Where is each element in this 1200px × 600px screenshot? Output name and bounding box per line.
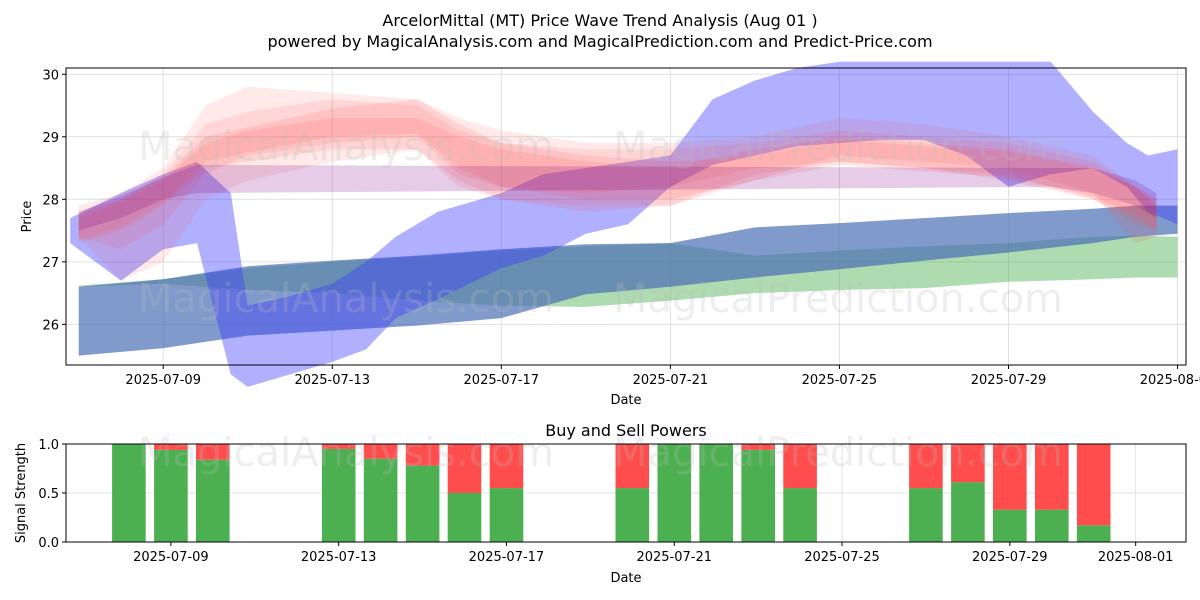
sell-power-bar bbox=[741, 444, 775, 450]
buy-power-bar bbox=[909, 488, 943, 542]
watermark-text: MagicalPrediction.com bbox=[613, 430, 1063, 476]
bottom-x-tick-label: 2025-07-09 bbox=[133, 550, 209, 565]
chart-title: ArcelorMittal (MT) Price Wave Trend Anal… bbox=[382, 11, 817, 30]
bottom-x-tick-label: 2025-07-17 bbox=[469, 550, 545, 565]
buy-power-bar bbox=[993, 509, 1027, 542]
sell-power-bar bbox=[615, 444, 650, 489]
buy-power-bar bbox=[196, 459, 230, 542]
sell-power-bar bbox=[405, 444, 440, 466]
bottom-y-tick-label: 0.0 bbox=[38, 536, 59, 551]
sell-power-bar bbox=[993, 444, 1027, 510]
top-ticks: 2025-07-09 2025-07-13 2025-07-17 2025-07-21… bbox=[42, 68, 1200, 388]
buy-power-bar bbox=[783, 488, 817, 542]
price-wave-panel: MagicalAnalysis.com MagicalPrediction.com… bbox=[20, 61, 1200, 408]
band-red-wave-2 bbox=[78, 99, 1157, 250]
buy-power-bar bbox=[741, 449, 775, 542]
top-x-tick-label: 2025-07-09 bbox=[125, 373, 201, 388]
chart-subtitle: powered by MagicalAnalysis.com and Magic… bbox=[267, 32, 932, 51]
band-purple-wave bbox=[78, 164, 1157, 231]
top-x-tick-label: 2025-07-13 bbox=[294, 373, 370, 388]
bottom-x-tick-label: 2025-07-13 bbox=[301, 550, 377, 565]
buy-power-bar bbox=[489, 488, 524, 542]
top-y-tick-label: 30 bbox=[42, 68, 59, 83]
watermark-text: MagicalPrediction.com bbox=[613, 276, 1063, 322]
buy-power-bar bbox=[1076, 525, 1111, 542]
band-red-wave-1 bbox=[78, 86, 1157, 281]
sell-power-bar bbox=[154, 444, 188, 450]
buy-power-bar bbox=[363, 458, 398, 542]
buy-power-bar bbox=[951, 482, 985, 542]
price-bands bbox=[70, 61, 1178, 387]
top-x-tick-label: 2025-07-17 bbox=[464, 373, 540, 388]
top-y-tick-label: 27 bbox=[42, 256, 59, 271]
sell-power-bar bbox=[447, 444, 482, 493]
top-y-tick-label: 29 bbox=[42, 131, 59, 146]
band-blue-wave bbox=[70, 61, 1178, 387]
sell-power-bar bbox=[196, 444, 230, 460]
bottom-x-tick-label: 2025-07-25 bbox=[804, 550, 880, 565]
sell-power-bar bbox=[783, 444, 817, 489]
watermark-text: MagicalPrediction.com bbox=[613, 124, 1063, 170]
buy-power-bar bbox=[112, 444, 146, 542]
buy-power-bar bbox=[154, 449, 188, 542]
bottom-ticks: 2025-07-09 2025-07-13 2025-07-17 2025-07-21… bbox=[38, 438, 1173, 565]
top-x-tick-label: 2025-07-21 bbox=[633, 373, 709, 388]
bottom-y-tick-label: 0.5 bbox=[38, 487, 59, 502]
bottom-x-tick-label: 2025-07-29 bbox=[972, 550, 1048, 565]
sell-power-bar bbox=[951, 444, 985, 483]
top-watermarks: MagicalAnalysis.com MagicalPrediction.com… bbox=[138, 124, 1063, 322]
top-y-axis-label: Price bbox=[20, 201, 35, 233]
watermark-text: MagicalAnalysis.com bbox=[138, 430, 554, 476]
buy-power-bar bbox=[321, 448, 356, 542]
bottom-y-tick-label: 1.0 bbox=[38, 438, 59, 453]
top-x-tick-label: 2025-07-29 bbox=[971, 373, 1047, 388]
band-red-wave-4 bbox=[78, 99, 1157, 240]
bottom-x-tick-label: 2025-08-01 bbox=[1098, 550, 1174, 565]
watermark-text: MagicalAnalysis.com bbox=[138, 124, 554, 170]
top-x-axis-label: Date bbox=[610, 393, 641, 408]
sell-power-bar bbox=[909, 444, 943, 489]
buy-power-bar bbox=[615, 488, 650, 542]
buy-sell-panel: Buy and Sell Powers MagicalAnalysis.com M… bbox=[14, 421, 1187, 586]
sell-power-bar bbox=[489, 444, 524, 489]
top-x-tick-label: 2025-07-25 bbox=[802, 373, 878, 388]
buy-power-bar bbox=[657, 444, 692, 542]
watermark-text: MagicalAnalysis.com bbox=[138, 276, 554, 322]
buy-sell-bars bbox=[112, 444, 1111, 542]
bottom-x-tick-label: 2025-07-21 bbox=[636, 550, 712, 565]
buy-power-bar bbox=[699, 444, 733, 542]
band-red-wave-3 bbox=[78, 118, 1157, 244]
top-y-tick-label: 26 bbox=[42, 318, 59, 333]
band-steel-band bbox=[78, 205, 1178, 356]
buy-power-bar bbox=[405, 465, 440, 542]
top-axes-frame bbox=[65, 67, 1187, 366]
sell-power-bar bbox=[1035, 444, 1069, 510]
sell-power-bar bbox=[321, 444, 356, 449]
sell-power-bar bbox=[1076, 444, 1111, 526]
bottom-watermarks: MagicalAnalysis.com MagicalPrediction.com bbox=[138, 430, 1063, 476]
buy-power-bar bbox=[447, 493, 482, 542]
buy-sell-title: Buy and Sell Powers bbox=[545, 421, 707, 440]
buy-power-bar bbox=[1035, 509, 1069, 542]
top-x-tick-label: 2025-08-01 bbox=[1140, 373, 1200, 388]
top-y-tick-label: 28 bbox=[42, 193, 59, 208]
bottom-x-axis-label: Date bbox=[610, 571, 641, 586]
bottom-y-axis-label: Signal Strength bbox=[14, 443, 29, 543]
sell-power-bar bbox=[363, 444, 398, 459]
